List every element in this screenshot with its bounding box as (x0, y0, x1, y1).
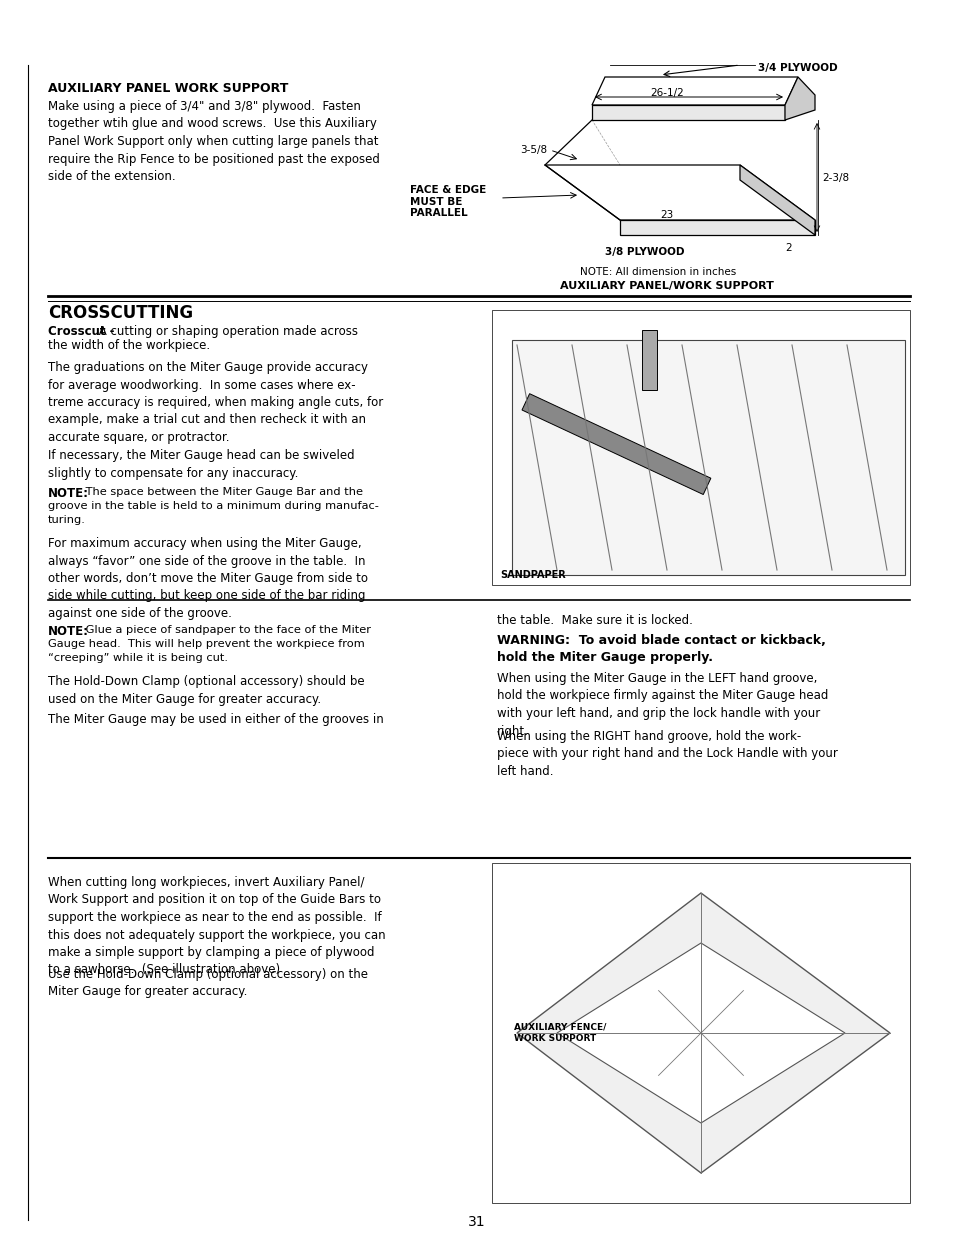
Text: 3/8 PLYWOOD: 3/8 PLYWOOD (604, 247, 684, 257)
Text: AUXILIARY PANEL/WORK SUPPORT: AUXILIARY PANEL/WORK SUPPORT (559, 281, 773, 291)
Text: Glue a piece of sandpaper to the face of the Miter: Glue a piece of sandpaper to the face of… (82, 625, 371, 635)
Polygon shape (619, 220, 814, 235)
Text: Make using a piece of 3/4" and 3/8" plywood.  Fasten
together wtih glue and wood: Make using a piece of 3/4" and 3/8" plyw… (48, 100, 379, 183)
Polygon shape (544, 165, 814, 220)
Polygon shape (512, 340, 904, 575)
Text: groove in the table is held to a minimum during manufac-: groove in the table is held to a minimum… (48, 501, 378, 511)
Polygon shape (740, 165, 814, 235)
Text: 26-1/2: 26-1/2 (649, 88, 683, 98)
Text: A cutting or shaping operation made across: A cutting or shaping operation made acro… (95, 325, 357, 338)
Text: 2-3/8: 2-3/8 (821, 173, 848, 183)
Text: SANDPAPER: SANDPAPER (499, 570, 565, 580)
Text: 31: 31 (468, 1215, 485, 1230)
Polygon shape (592, 105, 784, 120)
Text: The graduations on the Miter Gauge provide accuracy
for average woodworking.  In: The graduations on the Miter Gauge provi… (48, 361, 383, 444)
Text: NOTE:: NOTE: (48, 487, 89, 500)
Text: FACE & EDGE
MUST BE
PARALLEL: FACE & EDGE MUST BE PARALLEL (410, 186, 486, 218)
Text: When using the Miter Gauge in the LEFT hand groove,
hold the workpiece firmly ag: When using the Miter Gauge in the LEFT h… (497, 672, 827, 737)
Text: CROSSCUTTING: CROSSCUTTING (48, 304, 193, 322)
Polygon shape (592, 77, 797, 105)
Text: “creeping” while it is being cut.: “creeping” while it is being cut. (48, 653, 228, 663)
Text: 3/4 PLYWOOD: 3/4 PLYWOOD (758, 63, 837, 73)
Text: The Miter Gauge may be used in either of the grooves in: The Miter Gauge may be used in either of… (48, 713, 383, 726)
Bar (492, 863, 909, 1204)
Text: 23: 23 (659, 210, 673, 220)
Text: AUXILIARY PANEL WORK SUPPORT: AUXILIARY PANEL WORK SUPPORT (48, 82, 288, 95)
Text: the table.  Make sure it is locked.: the table. Make sure it is locked. (497, 614, 692, 627)
Text: the width of the workpiece.: the width of the workpiece. (48, 339, 210, 353)
Text: If necessary, the Miter Gauge head can be swiveled
slightly to compensate for an: If necessary, the Miter Gauge head can b… (48, 449, 355, 480)
Text: The Hold-Down Clamp (optional accessory) should be
used on the Miter Gauge for g: The Hold-Down Clamp (optional accessory)… (48, 675, 364, 705)
Bar (492, 310, 909, 585)
Text: turing.: turing. (48, 515, 86, 524)
Polygon shape (784, 77, 814, 120)
Text: Use the Hold-Down Clamp (optional accessory) on the
Miter Gauge for greater accu: Use the Hold-Down Clamp (optional access… (48, 969, 368, 998)
Polygon shape (517, 893, 889, 1173)
Text: NOTE: All dimension in inches: NOTE: All dimension in inches (579, 267, 736, 277)
Text: NOTE:: NOTE: (48, 625, 89, 638)
Text: 2: 2 (784, 242, 791, 254)
Bar (521, 393, 710, 495)
Text: Gauge head.  This will help prevent the workpiece from: Gauge head. This will help prevent the w… (48, 640, 364, 649)
Text: AUXILIARY FENCE/
WORK SUPPORT: AUXILIARY FENCE/ WORK SUPPORT (514, 1023, 606, 1043)
Text: When using the RIGHT hand groove, hold the work-
piece with your right hand and : When using the RIGHT hand groove, hold t… (497, 730, 837, 778)
Text: The space between the Miter Gauge Bar and the: The space between the Miter Gauge Bar an… (82, 487, 363, 497)
Text: WARNING:  To avoid blade contact or kickback,
hold the Miter Gauge properly.: WARNING: To avoid blade contact or kickb… (497, 635, 825, 664)
Text: Crosscut -: Crosscut - (48, 325, 114, 338)
Polygon shape (557, 943, 844, 1123)
Text: When cutting long workpieces, invert Auxiliary Panel/
Work Support and position : When cutting long workpieces, invert Aux… (48, 876, 385, 976)
Bar (641, 330, 657, 390)
Text: For maximum accuracy when using the Miter Gauge,
always “favor” one side of the : For maximum accuracy when using the Mite… (48, 537, 368, 620)
Text: 3-5/8: 3-5/8 (519, 145, 547, 155)
